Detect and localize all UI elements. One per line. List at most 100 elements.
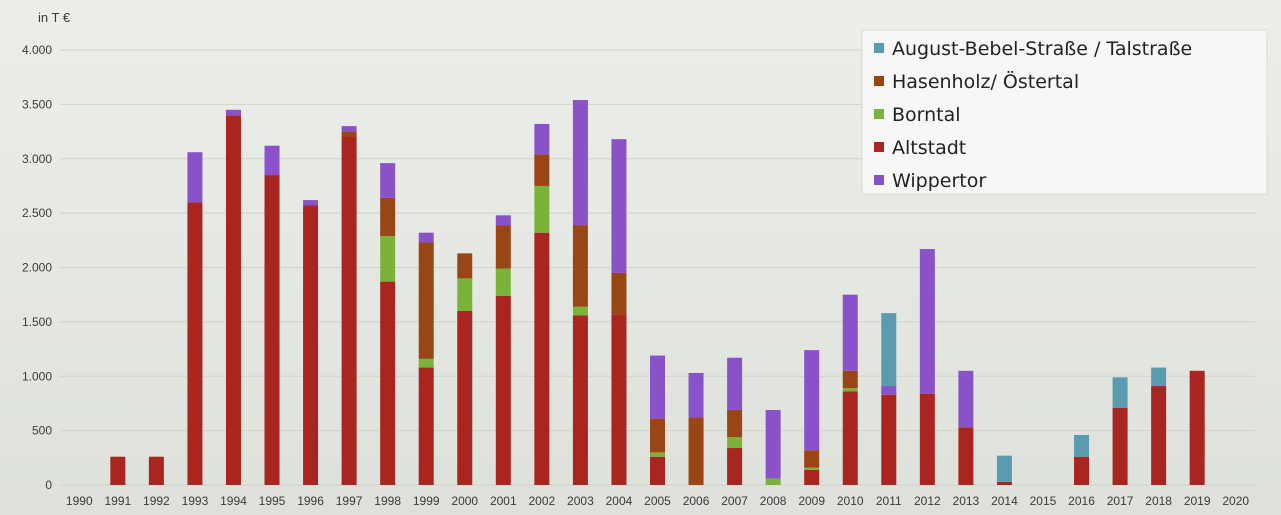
bar-segment-borntal-1999 <box>418 358 434 368</box>
x-tick-label: 2013 <box>953 494 980 508</box>
x-tick-label: 1993 <box>182 494 209 508</box>
bar-segment-august-bebel-stra-e-talstra-e-2018 <box>1151 367 1167 387</box>
bar-segment-wippertor-1995 <box>264 145 280 176</box>
bar-segment-wippertor-1994 <box>225 109 241 116</box>
x-tick-label: 2011 <box>876 494 902 508</box>
bar-segment-hasenholz-stertal-1999 <box>418 242 434 359</box>
bar-segment-wippertor-1999 <box>418 232 434 243</box>
bar-segment-altstadt-2018 <box>1151 386 1167 485</box>
legend-box <box>861 29 1268 195</box>
x-tick-label: 1998 <box>374 494 401 508</box>
bar-segment-borntal-2000 <box>457 278 473 311</box>
bar-segment-altstadt-2004 <box>611 314 627 485</box>
x-tick-label: 2007 <box>721 494 748 508</box>
x-tick-label: 1994 <box>220 494 247 508</box>
y-tick-label: 3.500 <box>22 97 52 111</box>
x-tick-label: 1990 <box>66 494 93 508</box>
y-tick-label: 1.000 <box>22 369 52 383</box>
x-tick-label: 2003 <box>567 494 594 508</box>
bar-segment-wippertor-1993 <box>187 152 203 203</box>
bar-segment-hasenholz-stertal-1998 <box>380 197 396 236</box>
bar-segment-altstadt-2010 <box>842 391 858 485</box>
bar-segment-altstadt-1995 <box>264 175 280 485</box>
bar-segment-wippertor-2003 <box>572 100 588 226</box>
bar-segment-altstadt-2000 <box>457 311 473 485</box>
bar-segment-altstadt-1992 <box>148 456 164 485</box>
bar-segment-altstadt-1997 <box>341 137 357 485</box>
bar-segment-wippertor-2007 <box>727 357 743 410</box>
x-tick-label: 1995 <box>259 494 286 508</box>
y-tick-label: 0 <box>45 478 52 492</box>
bar-segment-borntal-2002 <box>534 185 550 233</box>
bar-segment-altstadt-2001 <box>495 295 511 485</box>
x-tick-label: 2001 <box>490 494 517 508</box>
legend-entry: Altstadt <box>892 137 966 159</box>
bar-segment-wippertor-2010 <box>842 294 858 371</box>
x-tick-label: 2020 <box>1222 494 1249 508</box>
legend-entry: August-Bebel-Straße / Talstraße <box>892 38 1192 60</box>
x-tick-label: 1999 <box>413 494 440 508</box>
bar-segment-wippertor-2012 <box>919 249 935 394</box>
bar-segment-borntal-2009 <box>804 467 820 470</box>
y-axis-tick-labels: 0 500 1.000 1.500 2.000 2.500 3.000 3.500 4.000 <box>22 43 52 492</box>
bar-segment-hasenholz-stertal-2003 <box>572 225 588 307</box>
bar-segment-altstadt-2007 <box>727 448 743 485</box>
bar-segment-borntal-2005 <box>650 452 665 457</box>
x-tick-label: 2019 <box>1184 494 1211 508</box>
bar-segment-borntal-2001 <box>495 268 511 296</box>
y-tick-label: 4.000 <box>22 43 52 57</box>
bar-segment-altstadt-1996 <box>303 205 319 485</box>
bar-segment-hasenholz-stertal-2001 <box>495 225 511 269</box>
bar-segment-altstadt-2011 <box>881 394 897 485</box>
bar-segment-hasenholz-stertal-2009 <box>804 450 820 468</box>
bar-segment-hasenholz-stertal-2000 <box>457 253 473 279</box>
x-tick-label: 2015 <box>1030 494 1057 508</box>
bar-segment-altstadt-2013 <box>958 427 974 485</box>
x-tick-label: 2000 <box>451 494 478 508</box>
bar-segment-altstadt-2009 <box>804 469 820 485</box>
y-tick-label: 500 <box>32 424 52 438</box>
bar-segment-wippertor-2004 <box>611 139 627 273</box>
bar-segment-altstadt-2005 <box>650 456 665 485</box>
bar-segment-altstadt-1991 <box>110 456 126 485</box>
unit-label: in T € <box>38 10 71 25</box>
bar-segment-borntal-2007 <box>727 437 743 449</box>
x-axis-tick-labels: 1990 1991 1992 1993 1994 1995 1996 1997 1998 1999… <box>66 494 1249 508</box>
legend-entry: Wippertor <box>892 170 986 192</box>
x-tick-label: 2005 <box>644 494 671 508</box>
y-tick-label: 1.500 <box>22 315 52 329</box>
bar-segment-wippertor-1998 <box>380 163 396 198</box>
bar-segment-august-bebel-stra-e-talstra-e-2014 <box>996 455 1012 482</box>
legend-entry: Hasenholz/ Östertal <box>892 70 1079 93</box>
bar-segment-borntal-2008 <box>765 478 781 485</box>
bar-segment-altstadt-2019 <box>1189 370 1205 485</box>
legend: August-Bebel-Straße / Talstraße Hasenholz… <box>861 29 1268 195</box>
bar-segment-wippertor-2001 <box>495 215 511 226</box>
x-tick-label: 2018 <box>1145 494 1172 508</box>
bar-segment-hasenholz-stertal-2006 <box>688 417 704 485</box>
x-tick-label: 2009 <box>798 494 825 508</box>
bar-segment-altstadt-2014 <box>996 481 1012 485</box>
bar-segment-altstadt-2002 <box>534 232 550 485</box>
x-tick-label: 2008 <box>760 494 787 508</box>
bar-segment-borntal-2003 <box>572 306 588 316</box>
bar-segment-hasenholz-stertal-2010 <box>842 370 858 389</box>
y-tick-label: 2.000 <box>22 261 52 275</box>
bar-segment-hasenholz-stertal-2002 <box>534 154 550 186</box>
bar-segment-hasenholz-stertal-2004 <box>611 272 627 315</box>
legend-swatch <box>874 109 884 119</box>
bar-segment-wippertor-2002 <box>534 123 550 155</box>
legend-swatch <box>874 175 884 185</box>
x-tick-label: 1991 <box>104 494 131 508</box>
legend-entry: Borntal <box>892 104 961 126</box>
y-tick-label: 2.500 <box>22 206 52 220</box>
bar-segment-altstadt-1998 <box>380 281 396 485</box>
bar-segment-wippertor-2005 <box>650 355 665 419</box>
bar-segment-wippertor-1996 <box>303 200 319 206</box>
bars <box>110 100 1205 485</box>
bar-segment-wippertor-2011 <box>881 386 897 395</box>
bar-segment-august-bebel-stra-e-talstra-e-2016 <box>1074 434 1090 457</box>
bar-segment-wippertor-2013 <box>958 370 974 428</box>
